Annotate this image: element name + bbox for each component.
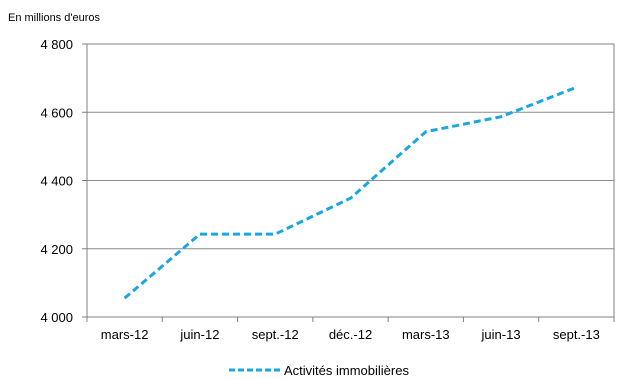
x-tick-label-2: sept.-12 <box>252 327 299 342</box>
plot-area <box>86 43 615 318</box>
legend: Activités immobilières <box>229 363 409 378</box>
gridlines <box>87 43 614 318</box>
legend-label-activites-immobilieres: Activités immobilières <box>284 363 409 378</box>
y-axis-ticks: 4 000 4 200 4 400 4 600 4 800 <box>40 37 87 325</box>
y-tick-label-0: 4 000 <box>40 310 73 325</box>
x-tick-label-4: mars-13 <box>402 327 450 342</box>
x-tick-label-0: mars-12 <box>101 327 149 342</box>
x-tick-label-1: juin-12 <box>179 327 219 342</box>
y-tick-label-2: 4 400 <box>40 174 73 189</box>
x-tick-label-6: sept.-13 <box>553 327 600 342</box>
y-tick-label-4: 4 800 <box>40 37 73 52</box>
series-line-0 <box>123 85 577 300</box>
x-tick-label-5: juin-13 <box>481 327 521 342</box>
unit-label: En millions d'euros <box>8 12 100 24</box>
plot-border <box>86 43 615 318</box>
y-tick-label-1: 4 200 <box>40 242 73 257</box>
x-tick-label-3: déc.-12 <box>329 327 372 342</box>
series-group <box>123 85 577 300</box>
y-tick-label-3: 4 600 <box>40 105 73 120</box>
x-axis-ticks: mars-12 juin-12 sept.-12 déc.-12 mars-13 juin… <box>86 317 615 342</box>
